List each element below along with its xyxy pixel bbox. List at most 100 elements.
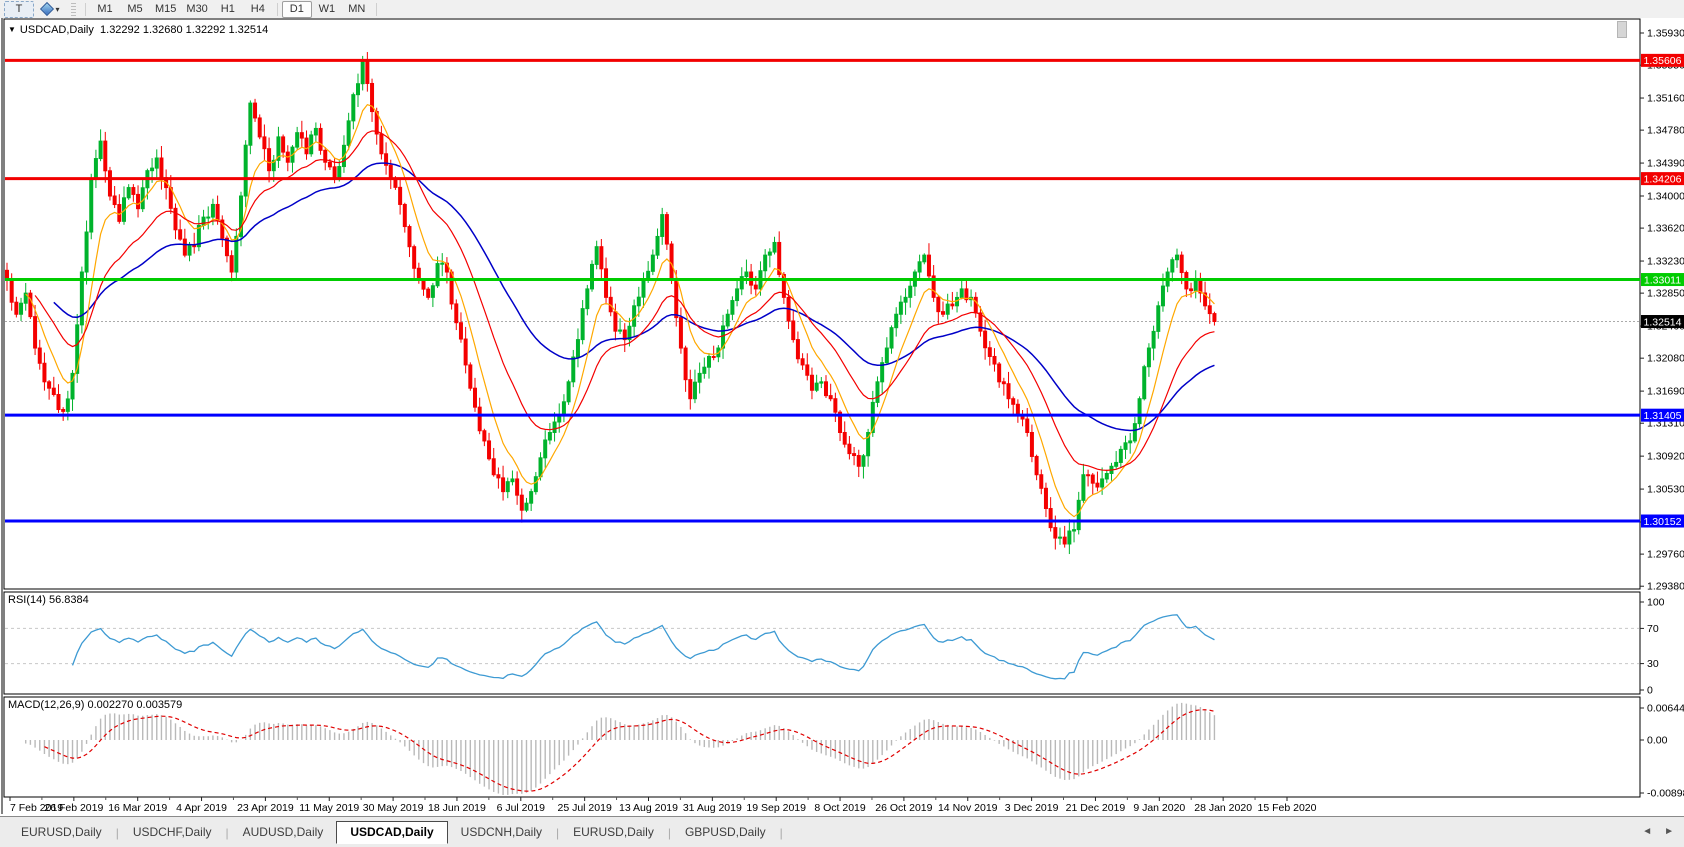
candle-body (852, 453, 857, 457)
toolbar-separator (85, 2, 86, 16)
candle-body (800, 358, 805, 366)
chart-tab-3-USDCAD[interactable]: USDCAD,Daily (336, 820, 448, 844)
ma-slow-line (53, 162, 1215, 432)
candle-body (753, 284, 758, 290)
candle-body (70, 372, 75, 400)
candle-body (819, 381, 824, 384)
candle-body (426, 288, 431, 298)
candle-body (519, 494, 524, 511)
candle-body (257, 117, 262, 138)
candle-body (430, 285, 435, 298)
candle-body (248, 102, 253, 146)
candle-body (159, 157, 164, 179)
date-label: 21 Dec 2019 (1066, 802, 1126, 814)
timeframe-button-MN[interactable]: MN (348, 3, 366, 15)
chart-tab-5-EURUSD[interactable]: EURUSD,Daily (573, 825, 654, 839)
candle-body (42, 362, 47, 383)
candle-body (781, 273, 786, 298)
candle-body (702, 366, 707, 374)
rsi-tick-label: 70 (1647, 623, 1659, 635)
candle-body (529, 491, 534, 504)
candle-body (987, 347, 992, 357)
price-tick-label: 1.33620 (1647, 223, 1684, 235)
candle-body (1039, 474, 1044, 489)
candle-body (215, 203, 220, 221)
candle-body (28, 292, 33, 318)
macd-indicator-label: MACD(12,26,9) 0.002270 0.003579 (8, 699, 183, 711)
rsi-tick-label: 100 (1647, 597, 1665, 609)
candle-body (547, 431, 552, 441)
candle-body (327, 161, 332, 168)
chart-tab-1-USDCHF[interactable]: USDCHF,Daily (132, 825, 212, 839)
scrollbar-thumb[interactable] (1617, 21, 1627, 38)
timeframe-button-H4[interactable]: H4 (250, 3, 265, 15)
date-label: 26 Feb 2019 (44, 802, 103, 814)
candle-body (945, 303, 950, 315)
candle-body (917, 261, 922, 273)
candle-body (19, 302, 24, 315)
timeframe-button-M30[interactable]: M30 (186, 3, 208, 15)
candle-body (1132, 423, 1137, 442)
candle-body (627, 325, 632, 341)
candle-body (594, 246, 599, 265)
tab-scroll-left-icon[interactable]: ◄ (1642, 826, 1653, 837)
timeframe-button-M5[interactable]: M5 (127, 3, 143, 15)
candle-body (875, 381, 880, 403)
candle-body (1029, 431, 1034, 457)
chart-tab-6-GBPUSD[interactable]: GBPUSD,Daily (684, 825, 766, 839)
candle-body (1072, 529, 1077, 532)
arrows-tool-button[interactable]: ▾ (36, 1, 66, 18)
chart-tabs: EURUSD,Daily | USDCHF,Daily | AUDUSD,Daily US… (8, 817, 784, 847)
text-tool-button[interactable]: T (4, 0, 34, 18)
candle-body (1170, 259, 1175, 273)
chart-ohlc: 1.32292 1.32680 1.32292 1.32514 (100, 24, 269, 36)
candle-body (1067, 530, 1072, 545)
candle-body (838, 411, 843, 433)
candle-body (318, 127, 323, 151)
candle-body (477, 406, 482, 432)
candle-body (299, 132, 304, 139)
candle-body (660, 214, 665, 237)
timeframe-button-M15[interactable]: M15 (155, 3, 177, 15)
candle-body (641, 279, 646, 298)
candle-body (496, 474, 501, 479)
candle-body (1189, 288, 1194, 292)
timeframe-button-M1[interactable]: M1 (97, 3, 113, 15)
price-tick-label: 1.35930 (1647, 28, 1684, 40)
rsi-panel: 100 70 30 0 (5, 597, 1665, 697)
candle-body (795, 339, 800, 360)
candle-body (688, 379, 693, 400)
candle-body (805, 364, 810, 376)
candle-body (107, 170, 112, 197)
candle-body (1043, 487, 1048, 510)
candle-body (449, 271, 454, 305)
price-tick-label: 1.32080 (1647, 353, 1684, 365)
timeframe-button-H1[interactable]: H1 (220, 3, 235, 15)
chart-tab-2-AUDUSD[interactable]: AUDUSD,Daily (242, 825, 324, 839)
tab-separator: | (225, 825, 229, 840)
chart-tab-4-USDCNH[interactable]: USDCNH,Daily (460, 825, 543, 839)
date-label: 26 Oct 2019 (875, 802, 932, 814)
candle-body (650, 254, 655, 272)
candle-body (1179, 254, 1184, 274)
candle-body (454, 303, 459, 324)
candle-body (182, 238, 187, 256)
candle-body (922, 254, 927, 263)
candle-body (468, 364, 473, 389)
tab-scroll-right-icon[interactable]: ► (1664, 826, 1674, 837)
timeframe-button-W1[interactable]: W1 (318, 3, 336, 15)
candle-body (613, 311, 618, 332)
toolbar-grip[interactable] (71, 2, 76, 16)
candle-body (1090, 474, 1095, 484)
timeframe-button-D1[interactable]: D1 (281, 0, 312, 18)
candle-body (847, 443, 852, 455)
dropdown-caret-icon: ▾ (55, 4, 60, 14)
candle-body (866, 431, 871, 457)
symbol-dropdown-icon[interactable]: ▼ (8, 25, 16, 34)
chart-tab-0-EURUSD[interactable]: EURUSD,Daily (21, 825, 102, 839)
chart-canvas[interactable]: 1.359301.355501.351601.347801.343901.340… (0, 18, 1684, 816)
candle-body (1156, 305, 1161, 332)
candle-body (1048, 508, 1053, 529)
candle-body (103, 140, 108, 172)
